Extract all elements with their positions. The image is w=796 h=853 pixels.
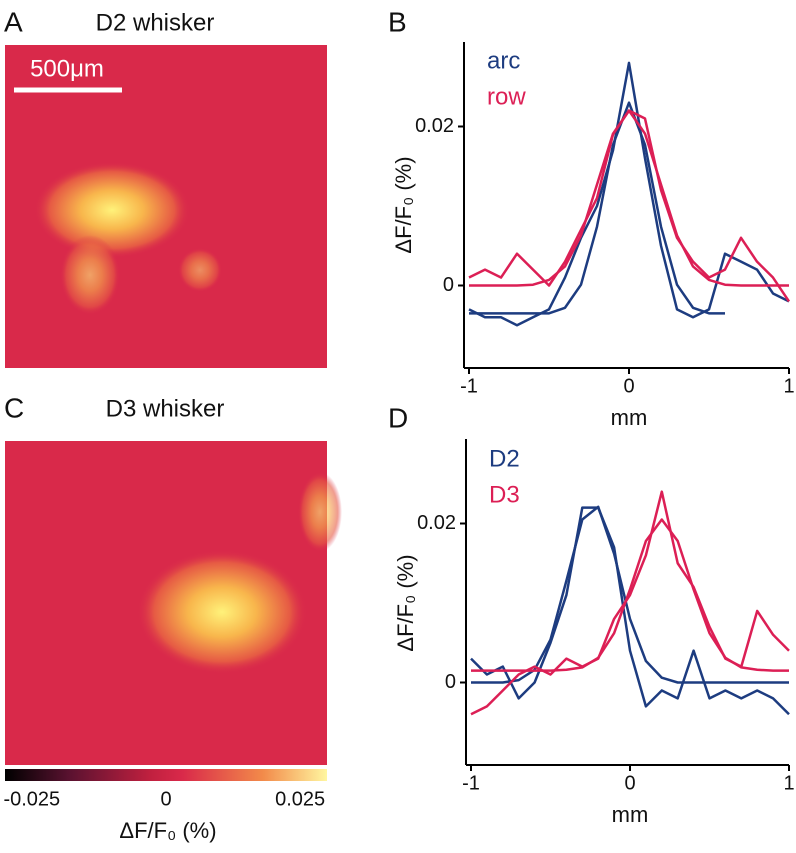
y-axis-label: ΔF/F₀ (%) (393, 554, 418, 651)
series-line (471, 505, 789, 684)
y-tick-label: 0.02 (415, 115, 454, 137)
legend-entry: row (487, 83, 526, 110)
x-tick-label: 1 (783, 375, 794, 397)
x-tick-label: 1 (783, 772, 794, 794)
panel-label: C (4, 392, 24, 423)
x-axis-label: mm (612, 802, 649, 827)
colorbar-tick-label: -0.025 (3, 788, 60, 810)
colorbar-tick-label: 0 (160, 788, 171, 810)
panel-label: B (388, 6, 407, 37)
panel-title: D3 whisker (106, 395, 225, 422)
y-tick-label: 0 (445, 671, 456, 693)
x-tick-label: 0 (624, 772, 635, 794)
panel-label: D (388, 402, 408, 433)
series-line (469, 109, 789, 287)
colorbar-label: ΔF/F₀ (%) (119, 818, 216, 843)
y-tick-label: 0.02 (417, 512, 456, 534)
x-tick-label: 0 (623, 375, 634, 397)
x-tick-label: -1 (462, 772, 480, 794)
legend-entry: D2 (489, 445, 520, 472)
series-line (468, 61, 790, 327)
series-line (468, 109, 791, 303)
y-axis-label: ΔF/F₀ (%) (391, 156, 416, 253)
x-tick-label: -1 (460, 375, 478, 397)
scale-bar-label: 500μm (30, 55, 104, 82)
heatmap-a (5, 45, 327, 368)
x-axis-label: mm (611, 405, 648, 430)
legend-entry: D3 (489, 481, 520, 508)
colorbar-tick-label: 0.025 (275, 788, 325, 810)
series-line (469, 101, 725, 315)
legend-entry: arc (487, 47, 520, 74)
y-tick-label: 0 (443, 274, 454, 296)
panel-label: A (4, 6, 23, 37)
panel-title: D2 whisker (96, 9, 215, 36)
heatmap-c (5, 441, 342, 781)
series-line (470, 506, 790, 716)
series-line (471, 518, 789, 672)
